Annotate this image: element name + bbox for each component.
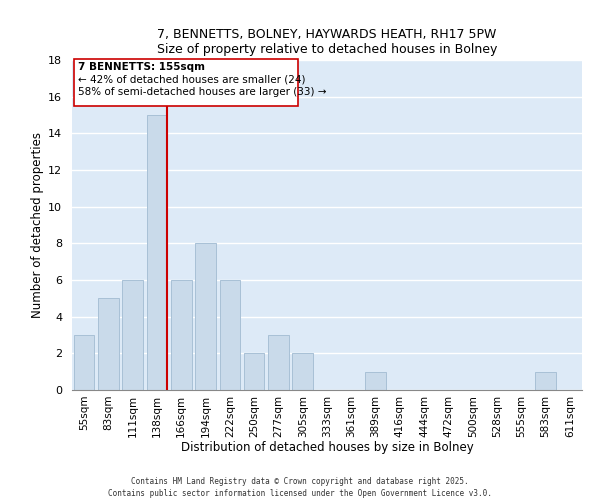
Text: 7 BENNETTS: 155sqm: 7 BENNETTS: 155sqm [78, 62, 205, 72]
Bar [220, 280, 240, 390]
FancyBboxPatch shape [74, 59, 298, 106]
X-axis label: Distribution of detached houses by size in Bolney: Distribution of detached houses by size … [181, 441, 473, 454]
Bar [195, 244, 216, 390]
Bar [98, 298, 119, 390]
Bar [171, 280, 191, 390]
Bar [146, 115, 167, 390]
Text: Contains HM Land Registry data © Crown copyright and database right 2025.
Contai: Contains HM Land Registry data © Crown c… [108, 476, 492, 498]
Bar [268, 335, 289, 390]
Title: 7, BENNETTS, BOLNEY, HAYWARDS HEATH, RH17 5PW
Size of property relative to detac: 7, BENNETTS, BOLNEY, HAYWARDS HEATH, RH1… [157, 28, 497, 56]
Bar [365, 372, 386, 390]
Text: 58% of semi-detached houses are larger (33) →: 58% of semi-detached houses are larger (… [78, 86, 326, 97]
Bar [244, 354, 265, 390]
Bar [122, 280, 143, 390]
Bar [74, 335, 94, 390]
Text: ← 42% of detached houses are smaller (24): ← 42% of detached houses are smaller (24… [78, 74, 305, 85]
Y-axis label: Number of detached properties: Number of detached properties [31, 132, 44, 318]
Bar [535, 372, 556, 390]
Bar [292, 354, 313, 390]
